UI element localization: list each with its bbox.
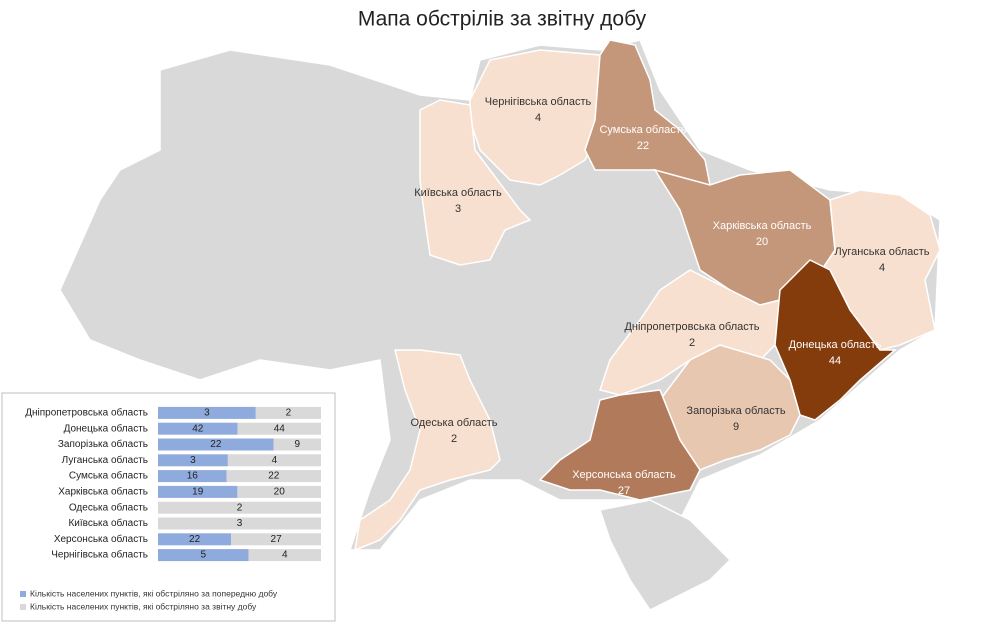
region [584, 39, 711, 196]
region-name: Харківська область [713, 220, 812, 232]
region-value: 4 [535, 112, 541, 124]
value-label: 44 [274, 423, 286, 434]
category-label: Запорізька область [58, 438, 148, 450]
bar-segment [255, 406, 321, 419]
bar-segment [231, 533, 321, 546]
value-label: 22 [210, 439, 222, 450]
value-label: 42 [192, 423, 204, 434]
region-name: Сумська область [599, 124, 686, 136]
bar-segment [158, 501, 321, 514]
region-value: 4 [879, 262, 885, 274]
region-name: Київська область [414, 187, 502, 199]
region-name: Чернігівська область [485, 96, 592, 108]
legend-swatch [20, 591, 26, 597]
category-label: Сумська область [69, 470, 148, 482]
region-name: Дніпропетровська область [624, 321, 759, 333]
bar-segment [158, 454, 228, 467]
legend-label: Кількість населених пунктів, які обстріл… [30, 601, 257, 611]
title: Мапа обстрілів за звітну добу [358, 8, 647, 31]
value-label: 16 [187, 471, 199, 482]
bar-segment [158, 406, 256, 419]
region-value: 2 [451, 433, 457, 445]
bar-segment [237, 422, 321, 435]
bar-segment [158, 533, 232, 546]
value-label: 3 [190, 455, 196, 466]
value-label: 2 [237, 502, 243, 513]
region-value: 27 [618, 485, 630, 497]
region-name: Донецька область [789, 339, 882, 351]
region-value: 9 [733, 421, 739, 433]
region-value: 3 [455, 203, 461, 215]
bar-segment [158, 549, 249, 562]
value-label: 19 [192, 487, 204, 498]
crimea [599, 499, 732, 611]
region-value: 44 [829, 355, 841, 367]
category-label: Дніпропетровська область [25, 407, 148, 419]
bar-segment [248, 549, 321, 562]
bar-segment [158, 422, 238, 435]
category-label: Чернігівська область [51, 549, 148, 561]
category-label: Одеська область [69, 501, 148, 513]
region [538, 389, 701, 501]
bar-segment [158, 485, 238, 498]
bar-segment [226, 470, 321, 483]
legend-swatch [20, 604, 26, 610]
region-value: 2 [689, 337, 695, 349]
bar-segment [158, 470, 227, 483]
category-label: Харківська область [58, 486, 148, 498]
value-label: 20 [274, 487, 286, 498]
bar-segment [158, 438, 274, 451]
region-name: Запорізька область [686, 405, 785, 417]
chart: Дніпропетровська область 3 2 Донецька облас… [20, 406, 321, 611]
category-label: Херсонська область [54, 533, 148, 545]
region-name: Одеська область [410, 417, 497, 429]
value-label: 9 [295, 439, 301, 450]
region-name: Луганська область [835, 246, 930, 258]
value-label: 5 [200, 550, 206, 561]
bar-segment [158, 517, 321, 530]
bar-segment [237, 485, 321, 498]
value-label: 27 [271, 534, 283, 545]
value-label: 22 [268, 471, 280, 482]
value-label: 2 [286, 408, 292, 419]
category-label: Луганська область [62, 454, 148, 466]
bar-segment [227, 454, 321, 467]
region-name: Херсонська область [572, 469, 676, 481]
value-label: 4 [282, 550, 288, 561]
value-label: 4 [272, 455, 278, 466]
value-label: 22 [189, 534, 201, 545]
region-value: 22 [637, 140, 649, 152]
region [469, 49, 606, 186]
value-label: 3 [237, 518, 243, 529]
category-label: Київська область [68, 517, 148, 529]
category-label: Донецька область [64, 422, 148, 434]
value-label: 3 [204, 408, 210, 419]
region [419, 99, 532, 266]
region [354, 349, 501, 552]
legend-label: Кількість населених пунктів, які обстріл… [30, 588, 278, 598]
region-value: 20 [756, 236, 768, 248]
bar-segment [273, 438, 321, 451]
